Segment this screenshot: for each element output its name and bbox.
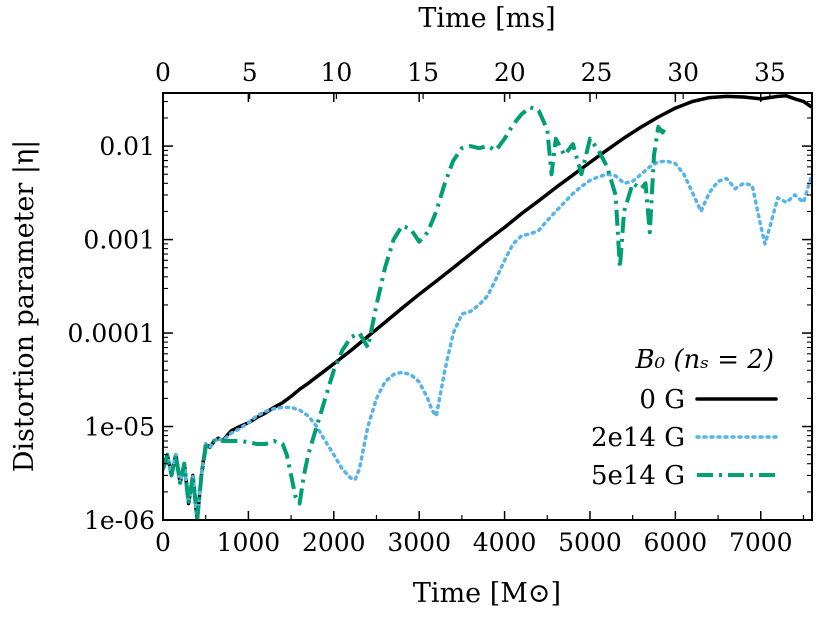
x-tick-label: 1000 <box>217 528 281 557</box>
legend-label: 0 G <box>639 385 685 415</box>
legend-label: 2e14 G <box>591 423 685 453</box>
x2-tick-label: 0 <box>155 58 171 87</box>
y-axis-label: Distortion parameter |η| <box>9 140 40 473</box>
x-axis-label: Time [M⊙] <box>413 578 561 609</box>
legend: 0 G 2e14 G 5e14 G <box>591 385 778 491</box>
y-tick-label: 1e-05 <box>84 413 155 442</box>
x-tick-label: 2000 <box>302 528 366 557</box>
x2-axis-label: Time [ms] <box>418 3 555 34</box>
y-tick-label: 0.001 <box>83 226 155 255</box>
ticks-layer: 0 1000 2000 3000 4000 5000 6000 7000 0 5 10 15 20 25 3… <box>68 58 812 557</box>
x2-tick-label: 10 <box>320 58 352 87</box>
legend-label: 5e14 G <box>591 461 685 491</box>
y-tick-label: 1e-06 <box>84 506 155 535</box>
x-tick-label: 4000 <box>473 528 537 557</box>
plot-frame <box>162 92 813 521</box>
y-tick-label: 0.01 <box>99 132 155 161</box>
x-tick-label: 0 <box>155 528 171 557</box>
x-tick-label: 3000 <box>387 528 451 557</box>
x2-tick-label: 25 <box>581 58 613 87</box>
x2-tick-label: 15 <box>407 58 439 87</box>
x-tick-label: 5000 <box>558 528 622 557</box>
series-layer <box>163 94 812 520</box>
x-tick-label: 7000 <box>729 528 793 557</box>
legend-title: B₀ (nₛ = 2) <box>635 345 774 375</box>
x2-tick-label: 5 <box>242 58 258 87</box>
x-tick-label: 6000 <box>644 528 708 557</box>
x2-tick-label: 30 <box>667 58 699 87</box>
series-line-2e14-G <box>163 159 812 520</box>
y-tick-label: 0.0001 <box>68 319 155 348</box>
series-line-5e14-G <box>163 105 669 520</box>
x2-tick-label: 35 <box>754 58 786 87</box>
x2-tick-label: 20 <box>494 58 526 87</box>
